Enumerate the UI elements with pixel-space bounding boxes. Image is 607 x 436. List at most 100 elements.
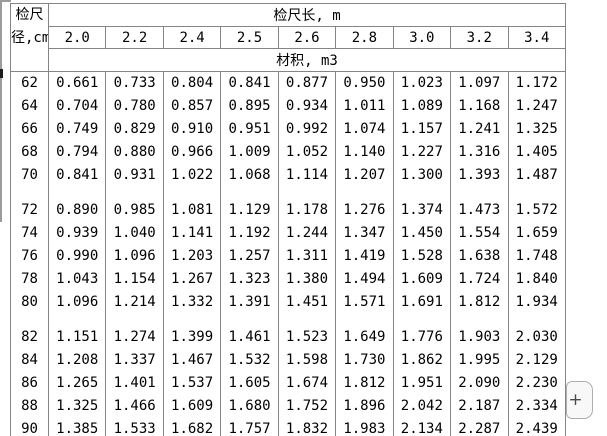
volume-cell: 1.114 xyxy=(277,164,336,187)
volume-cell: 1.172 xyxy=(507,71,566,95)
table-row: 82 1.151 1.274 1.399 1.461 1.523 1.649 1.776 1.9… xyxy=(11,326,566,349)
volume-cell: 1.052 xyxy=(277,141,336,164)
spacer-cell xyxy=(392,314,451,326)
volume-cell: 1.862 xyxy=(392,349,451,372)
volume-cell: 2.230 xyxy=(507,372,566,395)
volume-cell: 1.598 xyxy=(277,349,336,372)
volume-cell: 1.467 xyxy=(162,349,221,372)
length-column-header: 2.2 xyxy=(105,26,164,49)
volume-cell: 1.450 xyxy=(392,222,451,245)
volume-cell: 1.399 xyxy=(162,326,221,349)
volume-cell: 1.983 xyxy=(335,418,394,436)
spacer-cell xyxy=(335,314,394,326)
volume-cell: 1.265 xyxy=(47,372,106,395)
volume-cell: 1.214 xyxy=(105,291,164,314)
volume-cell: 1.451 xyxy=(277,291,336,314)
volume-cell: 1.247 xyxy=(507,95,566,118)
volume-cell: 1.157 xyxy=(392,118,451,141)
volume-cell: 1.009 xyxy=(220,141,279,164)
spacer-cell xyxy=(507,314,566,326)
volume-cell: 1.487 xyxy=(507,164,566,187)
volume-cell: 1.097 xyxy=(450,71,508,95)
volume-cell: 1.040 xyxy=(105,222,164,245)
volume-cell: 2.042 xyxy=(392,395,451,418)
volume-cell: 1.393 xyxy=(450,164,508,187)
volume-cell: 0.829 xyxy=(105,118,164,141)
top-edge-artifact xyxy=(0,0,11,2)
table-row: 88 1.325 1.466 1.609 1.680 1.752 1.896 2.042 2.1… xyxy=(11,395,566,418)
spacer-cell xyxy=(162,314,221,326)
diameter-cell: 90 xyxy=(21,421,38,436)
volume-cell: 0.985 xyxy=(105,199,164,222)
volume-cell: 1.178 xyxy=(277,199,336,222)
volume-cell: 1.311 xyxy=(277,245,336,268)
volume-cell: 0.895 xyxy=(220,95,279,118)
volume-cell: 1.951 xyxy=(392,372,451,395)
volume-cell: 1.466 xyxy=(105,395,164,418)
table-row: 84 1.208 1.337 1.467 1.532 1.598 1.730 1.862 1.9… xyxy=(11,349,566,372)
spacer-cell xyxy=(11,187,49,199)
spacer-cell xyxy=(335,187,394,199)
volume-cell: 1.554 xyxy=(450,222,508,245)
spacer-cell xyxy=(105,187,164,199)
volume-cell: 1.757 xyxy=(220,418,279,436)
volume-cell: 1.528 xyxy=(392,245,451,268)
volume-cell: 1.473 xyxy=(450,199,508,222)
volume-cell: 1.203 xyxy=(162,245,221,268)
volume-cell: 0.841 xyxy=(47,164,106,187)
volume-cell: 1.752 xyxy=(277,395,336,418)
diameter-cell: 88 xyxy=(21,398,38,414)
table-row: 86 1.265 1.401 1.537 1.605 1.674 1.812 1.951 2.0… xyxy=(11,372,566,395)
volume-cell: 2.090 xyxy=(450,372,508,395)
table-row: 64 0.704 0.780 0.857 0.895 0.934 1.011 1.089 1.1… xyxy=(11,95,566,118)
length-header: 检尺长, m xyxy=(48,3,566,27)
add-button[interactable]: + xyxy=(566,381,593,419)
volume-cell: 1.494 xyxy=(335,268,394,291)
spacer-cell xyxy=(277,187,336,199)
volume-cell: 1.081 xyxy=(162,199,221,222)
volume-cell: 1.323 xyxy=(220,268,279,291)
spacer-cell xyxy=(11,314,49,326)
volume-cell: 0.794 xyxy=(47,141,106,164)
diameter-column-header: 检尺径,cm xyxy=(10,3,49,72)
volume-cell: 0.857 xyxy=(162,95,221,118)
volume-cell: 1.391 xyxy=(220,291,279,314)
length-column-header: 2.8 xyxy=(335,26,394,49)
table-row: 72 0.890 0.985 1.081 1.129 1.178 1.276 1.374 1.4… xyxy=(11,199,566,222)
volume-cell: 1.141 xyxy=(162,222,221,245)
length-values-row: 2.0 2.2 2.4 2.5 2.6 2.8 3.0 3.2 3.4 xyxy=(11,26,566,49)
volume-cell: 1.068 xyxy=(220,164,279,187)
diameter-header-line1: 检尺 xyxy=(15,7,44,23)
table-row: 62 0.661 0.733 0.804 0.841 0.877 0.950 1.023 1.0… xyxy=(11,71,566,95)
volume-cell: 1.168 xyxy=(450,95,508,118)
volume-cell: 1.337 xyxy=(105,349,164,372)
volume-cell: 1.257 xyxy=(220,245,279,268)
volume-cell: 1.724 xyxy=(450,268,508,291)
volume-cell: 0.992 xyxy=(277,118,336,141)
diameter-cell: 86 xyxy=(21,375,38,391)
spacer-cell xyxy=(47,187,106,199)
volume-cell: 1.325 xyxy=(47,395,106,418)
volume-cell: 1.374 xyxy=(392,199,451,222)
diameter-cell: 66 xyxy=(21,121,38,137)
length-column-header: 3.4 xyxy=(507,26,566,49)
volume-cell: 0.951 xyxy=(220,118,279,141)
volume-cell: 0.877 xyxy=(277,71,336,95)
plus-icon: + xyxy=(568,390,583,410)
diameter-cell: 68 xyxy=(21,144,38,160)
volume-cell: 1.680 xyxy=(220,395,279,418)
diameter-header-line2: 径,cm xyxy=(11,30,49,46)
volume-cell: 1.776 xyxy=(392,326,451,349)
volume-cell: 1.659 xyxy=(507,222,566,245)
volume-cell: 1.934 xyxy=(507,291,566,314)
volume-cell: 1.325 xyxy=(507,118,566,141)
volume-cell: 1.244 xyxy=(277,222,336,245)
volume-cell: 0.749 xyxy=(47,118,106,141)
volume-cell: 1.571 xyxy=(335,291,394,314)
spacer-cell xyxy=(450,187,508,199)
volume-cell: 1.011 xyxy=(335,95,394,118)
diameter-cell: 72 xyxy=(21,202,38,218)
volume-cell: 1.419 xyxy=(335,245,394,268)
volume-cell: 1.609 xyxy=(392,268,451,291)
volume-cell: 0.990 xyxy=(47,245,106,268)
